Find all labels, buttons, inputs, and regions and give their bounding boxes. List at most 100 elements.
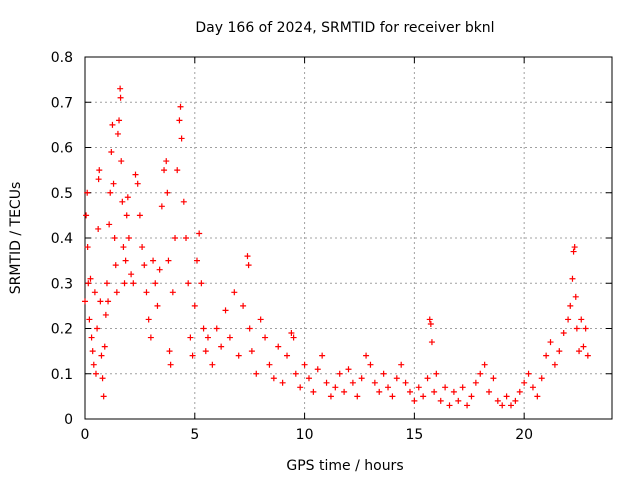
data-point: [459, 384, 466, 391]
data-point: [538, 375, 545, 382]
data-point: [83, 212, 90, 219]
data-point: [319, 352, 326, 359]
data-point: [176, 117, 183, 124]
data-point: [109, 121, 116, 128]
y-tick-label: 0.8: [51, 50, 73, 66]
data-point: [200, 325, 207, 332]
axis-ticks: [84, 56, 612, 420]
data-point: [358, 375, 365, 382]
data-point: [84, 189, 91, 196]
data-point: [565, 316, 572, 323]
data-point: [123, 212, 130, 219]
data-point: [345, 366, 352, 373]
data-point: [154, 302, 161, 309]
data-point: [172, 235, 179, 241]
data-point: [481, 361, 488, 368]
data-point: [180, 198, 187, 205]
data-point: [150, 257, 157, 264]
data-point: [121, 280, 128, 287]
data-point: [134, 180, 141, 187]
data-point: [87, 275, 94, 282]
data-point: [246, 325, 253, 332]
data-point: [191, 302, 198, 309]
data-point: [576, 348, 583, 355]
data-point: [112, 262, 119, 269]
data-point: [301, 361, 308, 368]
data-point: [90, 361, 97, 368]
data-point: [202, 348, 209, 355]
data-point: [130, 280, 137, 287]
data-point: [141, 262, 148, 269]
data-point: [393, 375, 400, 382]
data-point: [117, 94, 124, 101]
data-point: [341, 388, 348, 395]
data-point: [222, 307, 229, 314]
data-point: [503, 393, 510, 400]
y-tick-label: 0.1: [51, 367, 73, 383]
data-point: [323, 379, 330, 386]
data-point: [433, 370, 440, 377]
data-point: [411, 397, 418, 404]
data-point: [582, 325, 589, 332]
data-point: [96, 167, 103, 174]
data-point: [161, 167, 168, 174]
data-point: [245, 262, 252, 269]
data-point: [297, 384, 304, 391]
data-point: [437, 397, 444, 404]
data-point: [262, 334, 269, 341]
data-point: [569, 275, 576, 282]
data-point: [226, 334, 233, 341]
data-point: [314, 366, 321, 373]
data-point: [244, 253, 251, 260]
data-point: [167, 361, 174, 368]
data-point: [477, 370, 484, 377]
y-tick-label: 0.3: [51, 276, 73, 292]
data-point: [507, 402, 514, 409]
data-point: [209, 361, 216, 368]
data-point: [99, 375, 106, 382]
x-tick-labels: 0 5 10 15 20: [81, 427, 534, 443]
data-point: [450, 388, 457, 395]
data-point: [431, 388, 438, 395]
data-point: [290, 334, 297, 341]
data-point: [284, 352, 291, 359]
data-point: [560, 330, 567, 337]
data-point: [218, 343, 225, 350]
plot-frame: [84, 56, 613, 420]
data-point: [551, 361, 558, 368]
data-point: [213, 325, 220, 332]
data-point: [428, 339, 435, 346]
x-tick-label: 20: [515, 427, 533, 443]
data-point: [119, 198, 126, 205]
data-point: [367, 361, 374, 368]
data-point: [556, 348, 563, 355]
data-point: [136, 212, 143, 219]
data-point: [178, 135, 185, 142]
data-point: [349, 379, 356, 386]
data-point: [464, 402, 471, 409]
data-point: [547, 339, 554, 346]
data-point: [165, 257, 172, 264]
data-point: [117, 85, 124, 92]
data-point: [143, 289, 150, 296]
data-point: [174, 167, 181, 174]
x-axis-label: GPS time / hours: [286, 458, 403, 474]
y-tick-label: 0.4: [51, 231, 73, 247]
data-point: [534, 393, 541, 400]
data-point: [102, 311, 109, 318]
data-point: [406, 388, 413, 395]
data-point: [100, 393, 107, 400]
data-point: [198, 280, 205, 287]
data-point: [248, 348, 255, 355]
grid-lines: [85, 57, 612, 419]
data-point: [512, 397, 519, 404]
data-point: [310, 388, 317, 395]
data-point: [132, 171, 139, 178]
data-point: [499, 402, 506, 409]
data-point: [398, 361, 405, 368]
data-point: [103, 280, 110, 287]
y-tick-label: 0: [64, 412, 73, 428]
data-point: [468, 393, 475, 400]
data-point: [332, 384, 339, 391]
